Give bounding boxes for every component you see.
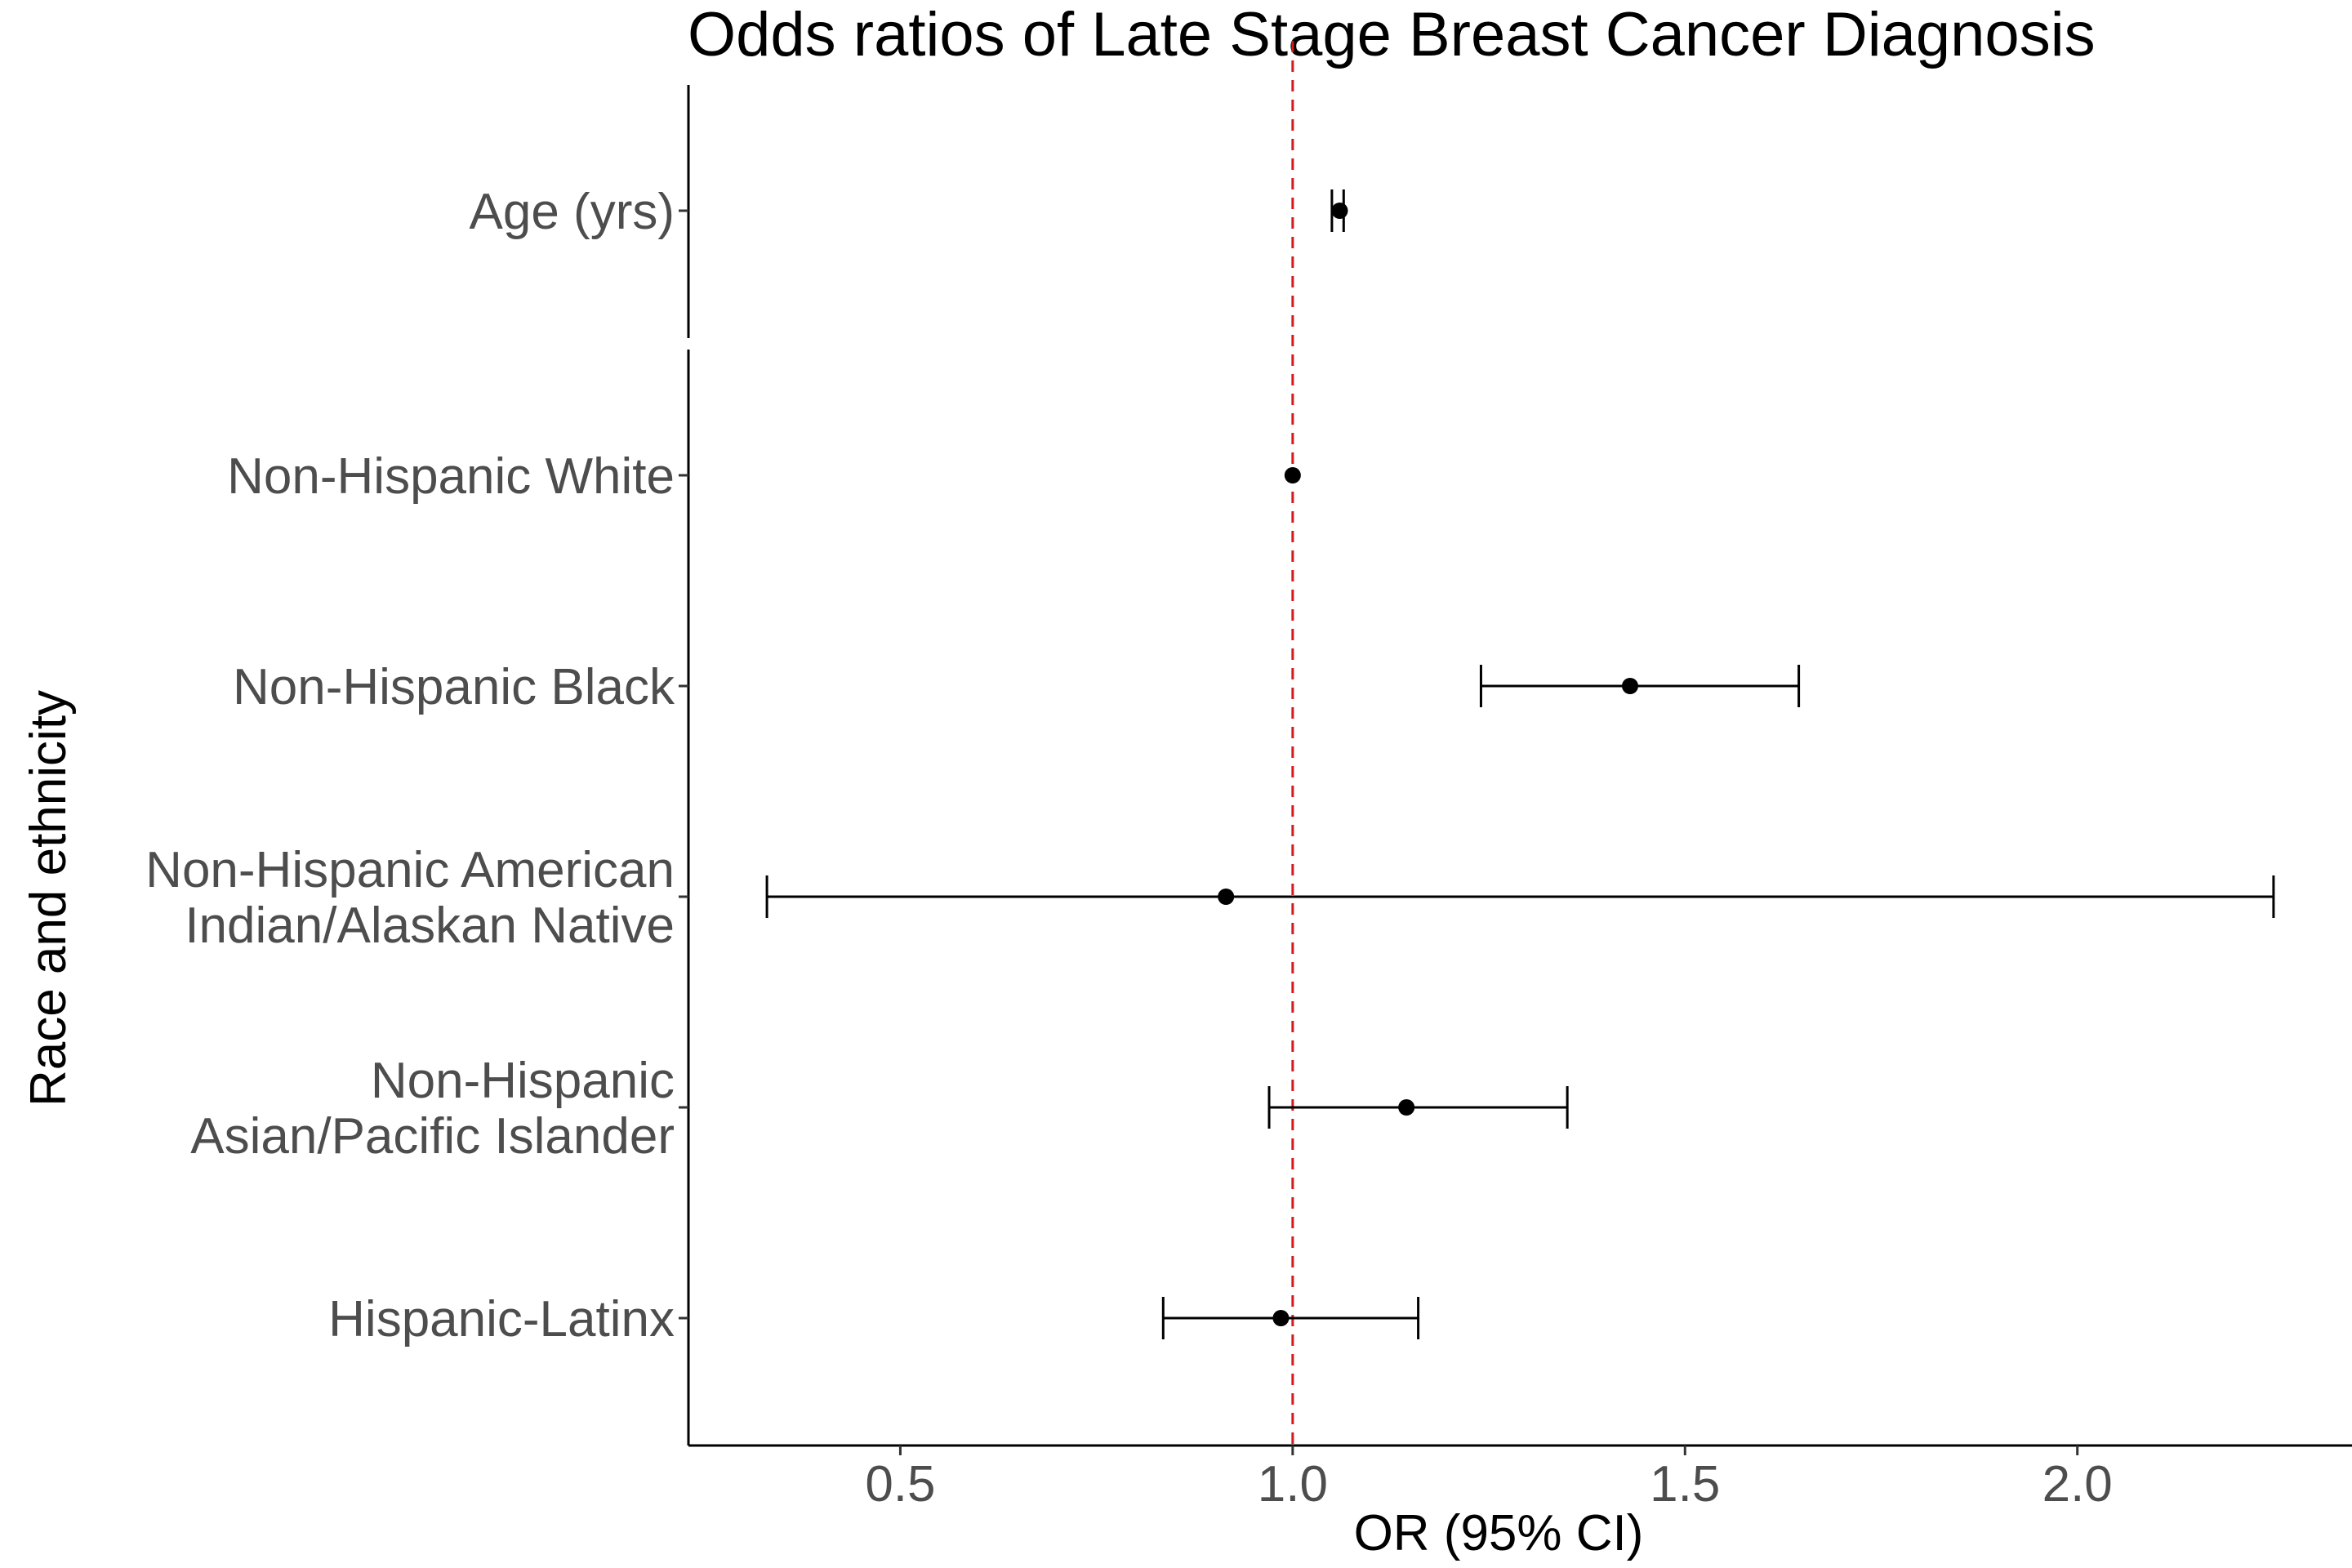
x-ticks: 0.5 1.0 1.5 2.0 bbox=[865, 1446, 2113, 1512]
point-estimate bbox=[1622, 678, 1639, 694]
y-tick-label: Non-Hispanic White bbox=[227, 448, 675, 505]
y-tick-label: Non-Hispanic bbox=[371, 1053, 675, 1109]
y-tick-label: Indian/Alaskan Native bbox=[185, 898, 675, 954]
y-axis-title: Race and ethnicity bbox=[20, 690, 77, 1107]
y-tick-label: Non-Hispanic American bbox=[145, 842, 675, 898]
point-estimate bbox=[1218, 889, 1235, 905]
y-ticks: Age (yrs) Non-Hispanic White Non-Hispanic … bbox=[145, 184, 688, 1348]
point-estimate bbox=[1284, 467, 1301, 483]
axes bbox=[687, 85, 2352, 1447]
x-tick-label: 0.5 bbox=[865, 1456, 935, 1512]
y-tick-label: Asian/Pacific Islander bbox=[190, 1108, 675, 1165]
data-marks bbox=[765, 189, 2275, 1339]
y-tick-label: Hispanic-Latinx bbox=[328, 1291, 675, 1348]
chart-title: Odds ratios of Late Stage Breast Cancer … bbox=[688, 0, 2096, 69]
x-tick-label: 1.5 bbox=[1650, 1456, 1720, 1512]
point-estimate bbox=[1272, 1310, 1290, 1326]
point-estimate bbox=[1331, 203, 1348, 219]
y-tick-label: Age (yrs) bbox=[470, 184, 675, 240]
x-tick-label: 1.0 bbox=[1258, 1456, 1328, 1512]
point-estimate bbox=[1398, 1099, 1415, 1116]
x-axis-title: OR (95% CI) bbox=[1354, 1505, 1644, 1561]
x-tick-label: 2.0 bbox=[2042, 1456, 2113, 1512]
y-tick-label: Non-Hispanic Black bbox=[233, 659, 675, 715]
